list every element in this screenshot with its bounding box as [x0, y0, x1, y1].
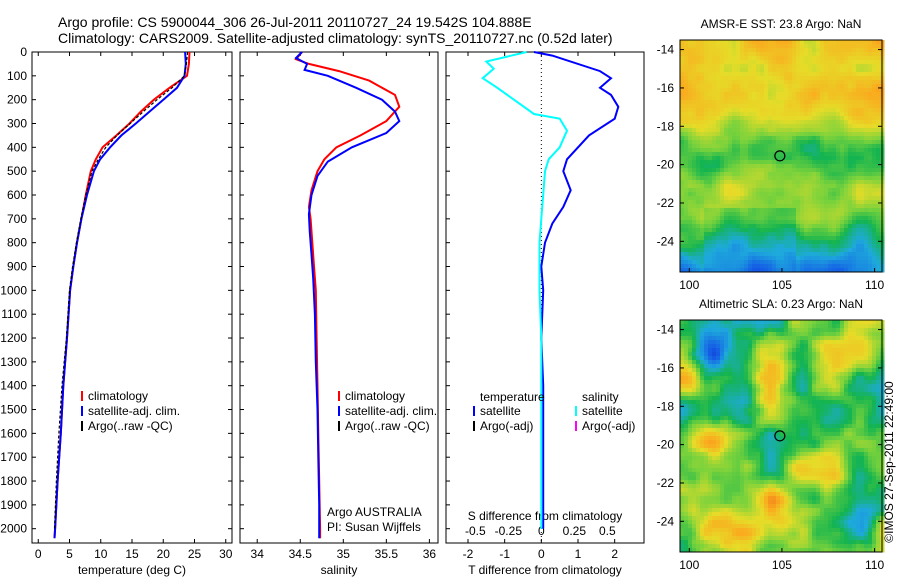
ytick-label: 700 [7, 212, 27, 226]
ytick-label: 900 [7, 260, 27, 274]
xaxis-label: salinity [321, 563, 358, 577]
xtick-label: 34.5 [289, 547, 313, 561]
ytick-label: 0 [20, 45, 27, 59]
map-frame [679, 319, 883, 553]
series-line-argo-raw-qc- [53, 51, 189, 529]
map-xtick-label: 105 [772, 558, 792, 572]
xtick-label: -2 [463, 547, 474, 561]
legend-label: satellite-adj. clim. [88, 404, 180, 418]
xtick-label: 25 [188, 547, 202, 561]
panel-frame-difference [445, 51, 645, 544]
timestamp-label: ©IMOS 27-Sep-2011 22:49:00 [882, 381, 896, 543]
map-xtick-label: 105 [772, 278, 792, 292]
legend-label: climatology [345, 389, 405, 403]
xtick-label: 34 [251, 547, 265, 561]
annotation-line: Argo AUSTRALIA [327, 505, 422, 519]
ytick-label: 200 [7, 93, 27, 107]
ytick-label: 1400 [0, 379, 27, 393]
xtick-label: 35 [337, 547, 351, 561]
map-ytick-label: -16 [657, 81, 675, 95]
argo-position-marker [774, 150, 786, 162]
map-ytick-label: -16 [657, 361, 675, 375]
ytick-label: 1300 [0, 355, 27, 369]
xaxis-label: T difference from climatology [468, 563, 622, 577]
top-xaxis-label: S difference from climatology [468, 509, 623, 523]
ytick-label: 1800 [0, 474, 27, 488]
legend-label: Argo(-adj) [582, 419, 635, 433]
ytick-label: 1600 [0, 426, 27, 440]
xtick-label: 10 [94, 547, 108, 561]
xtick-label: 2 [611, 547, 618, 561]
xtick-label: 5 [66, 547, 73, 561]
legend-label: Argo(..raw -QC) [345, 419, 430, 433]
legend-label: temperature [480, 390, 545, 404]
stick-label: 0.5 [599, 524, 616, 538]
legend-label: Argo(-adj) [480, 419, 533, 433]
legend-label: satellite-adj. clim. [345, 404, 437, 418]
ytick-label: 500 [7, 164, 27, 178]
ytick-label: 300 [7, 117, 27, 131]
xtick-label: 36 [423, 547, 437, 561]
map-frame [679, 39, 883, 273]
panel-frame-temperature [31, 51, 233, 544]
legend-label: satellite [480, 404, 521, 418]
annotation-line: PI: Susan Wijffels [327, 520, 421, 534]
legend-label: salinity [582, 390, 619, 404]
argo-position-marker [774, 430, 786, 442]
xtick-label: 0 [35, 547, 42, 561]
ytick-label: 2000 [0, 522, 27, 536]
ytick-label: 600 [7, 188, 27, 202]
map-xtick-label: 100 [679, 278, 699, 292]
map-ytick-label: -24 [657, 514, 675, 528]
xtick-label: 15 [125, 547, 139, 561]
ytick-label: 1000 [0, 283, 27, 297]
ytick-label: 100 [7, 69, 27, 83]
ytick-label: 800 [7, 236, 27, 250]
header-line2: Climatology: CARS2009. Satellite-adjuste… [58, 30, 613, 46]
map-ytick-label: -22 [657, 196, 675, 210]
map-ytick-label: -20 [657, 158, 675, 172]
ytick-label: 1100 [1, 307, 27, 321]
header-line1: Argo profile: CS 5900044_306 26-Jul-2011… [58, 14, 532, 30]
xtick-label: 30 [219, 547, 233, 561]
map-title: AMSR-E SST: 23.8 Argo: NaN [701, 17, 862, 31]
stick-label: -0.25 [495, 524, 523, 538]
map-xtick-label: 110 [865, 558, 884, 572]
xtick-label: -1 [499, 547, 510, 561]
map-sst [680, 40, 885, 273]
series-line-satellite-adj-clim- [294, 51, 401, 539]
map-xtick-label: 110 [865, 278, 884, 292]
ytick-label: 1500 [0, 403, 27, 417]
ytick-label: 400 [7, 140, 27, 154]
ytick-label: 1900 [0, 498, 27, 512]
xtick-label: 35.5 [375, 547, 399, 561]
map-ytick-label: -18 [657, 399, 675, 413]
map-title: Altimetric SLA: 0.23 Argo: NaN [699, 297, 863, 311]
map-ytick-label: -14 [657, 323, 675, 337]
map-xtick-label: 100 [679, 558, 699, 572]
panel-frame-salinity [239, 51, 439, 544]
stick-label: -0.5 [465, 524, 486, 538]
xtick-label: 0 [538, 547, 545, 561]
ytick-label: 1200 [0, 331, 27, 345]
map-sla [680, 320, 885, 553]
stick-label: 0 [538, 524, 545, 538]
map-ytick-label: -22 [657, 476, 675, 490]
legend-label: Argo(..raw -QC) [88, 419, 173, 433]
xtick-label: 20 [157, 547, 171, 561]
legend-label: climatology [88, 389, 148, 403]
ytick-label: 1700 [0, 450, 27, 464]
legend-label: satellite [582, 404, 623, 418]
xtick-label: 1 [575, 547, 582, 561]
map-ytick-label: -24 [657, 234, 675, 248]
series-line-satellite-adj-clim- [53, 51, 187, 539]
stick-label: 0.25 [563, 524, 587, 538]
series-line-s-satellite [481, 51, 569, 529]
map-ytick-label: -14 [657, 43, 675, 57]
xaxis-label: temperature (deg C) [78, 563, 186, 577]
map-ytick-label: -18 [657, 119, 675, 133]
map-ytick-label: -20 [657, 438, 675, 452]
